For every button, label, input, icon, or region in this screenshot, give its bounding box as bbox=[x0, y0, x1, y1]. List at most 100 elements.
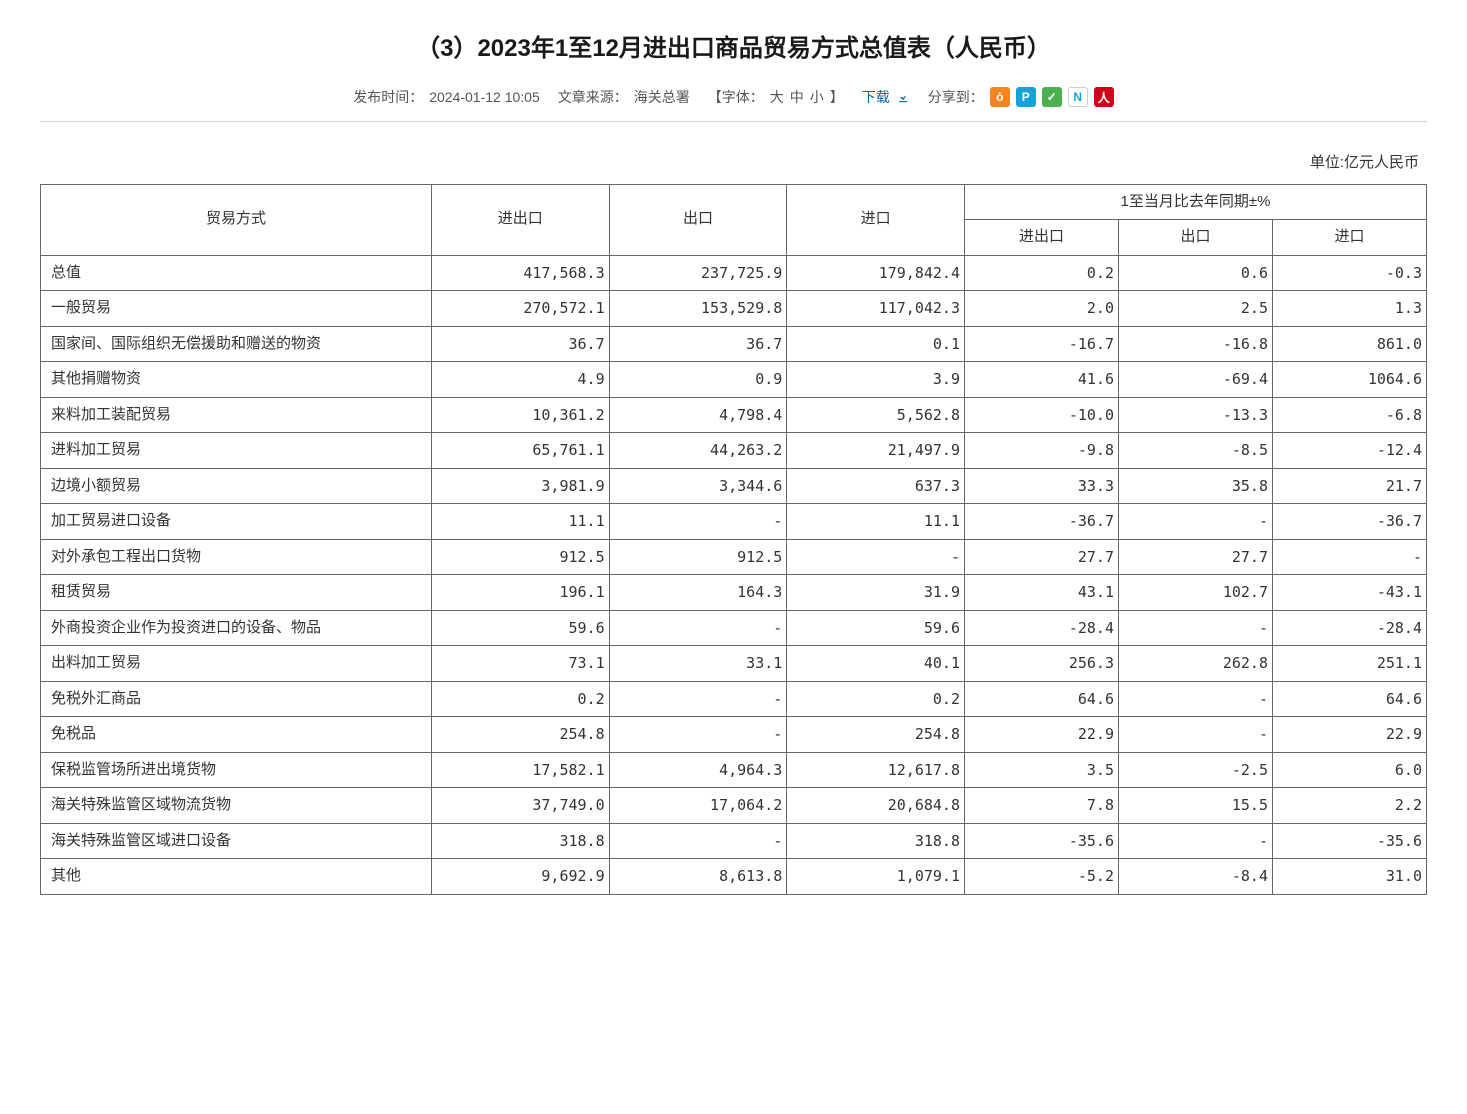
cell-out: - bbox=[609, 610, 787, 646]
cell-yoy-out: - bbox=[1118, 717, 1272, 753]
cell-label: 出料加工贸易 bbox=[41, 646, 432, 682]
cell-out: 4,798.4 bbox=[609, 397, 787, 433]
table-row: 海关特殊监管区域进口设备318.8-318.8-35.6--35.6 bbox=[41, 823, 1427, 859]
cell-yoy-inout: 22.9 bbox=[964, 717, 1118, 753]
cell-inout: 3,981.9 bbox=[431, 468, 609, 504]
table-row: 外商投资企业作为投资进口的设备、物品59.6-59.6-28.4--28.4 bbox=[41, 610, 1427, 646]
cell-yoy-inout: 64.6 bbox=[964, 681, 1118, 717]
unit-label: 单位:亿元人民币 bbox=[1307, 150, 1427, 176]
th-in: 进口 bbox=[787, 184, 965, 255]
wechat-icon[interactable]: ✓ bbox=[1042, 87, 1062, 107]
cell-yoy-out: -16.8 bbox=[1118, 326, 1272, 362]
cell-yoy-inout: 41.6 bbox=[964, 362, 1118, 398]
th-method: 贸易方式 bbox=[41, 184, 432, 255]
cell-out: - bbox=[609, 823, 787, 859]
cell-yoy-in: 1064.6 bbox=[1272, 362, 1426, 398]
source-value: 海关总署 bbox=[634, 87, 690, 107]
cell-yoy-inout: -35.6 bbox=[964, 823, 1118, 859]
cell-yoy-out: - bbox=[1118, 610, 1272, 646]
cell-out: 3,344.6 bbox=[609, 468, 787, 504]
cell-yoy-out: - bbox=[1118, 681, 1272, 717]
cell-in: - bbox=[787, 539, 965, 575]
cell-inout: 65,761.1 bbox=[431, 433, 609, 469]
cell-inout: 73.1 bbox=[431, 646, 609, 682]
cell-yoy-in: - bbox=[1272, 539, 1426, 575]
th-inout: 进出口 bbox=[431, 184, 609, 255]
cell-yoy-inout: 0.2 bbox=[964, 255, 1118, 291]
cell-in: 179,842.4 bbox=[787, 255, 965, 291]
cell-yoy-out: 262.8 bbox=[1118, 646, 1272, 682]
publish-time: 发布时间： 2024-01-12 10:05 bbox=[353, 87, 540, 107]
table-row: 进料加工贸易65,761.144,263.221,497.9-9.8-8.5-1… bbox=[41, 433, 1427, 469]
cell-inout: 10,361.2 bbox=[431, 397, 609, 433]
cell-inout: 912.5 bbox=[431, 539, 609, 575]
table-row: 租赁贸易196.1164.331.943.1102.7-43.1 bbox=[41, 575, 1427, 611]
cell-yoy-inout: -28.4 bbox=[964, 610, 1118, 646]
cell-yoy-inout: 33.3 bbox=[964, 468, 1118, 504]
font-size-control: 【字体： 大 中 小 】 bbox=[708, 87, 844, 107]
cell-yoy-in: -28.4 bbox=[1272, 610, 1426, 646]
cell-label: 一般贸易 bbox=[41, 291, 432, 327]
share-icons: o̊ P ✓ N人 bbox=[990, 87, 1114, 107]
cell-yoy-in: 861.0 bbox=[1272, 326, 1426, 362]
cell-yoy-in: 251.1 bbox=[1272, 646, 1426, 682]
cell-yoy-out: 15.5 bbox=[1118, 788, 1272, 824]
cell-yoy-out: 102.7 bbox=[1118, 575, 1272, 611]
cell-inout: 254.8 bbox=[431, 717, 609, 753]
pengyou-icon[interactable]: P bbox=[1016, 87, 1036, 107]
cell-inout: 36.7 bbox=[431, 326, 609, 362]
share-group: 分享到： o̊P✓N人 bbox=[928, 87, 1114, 107]
cell-out: - bbox=[609, 504, 787, 540]
cell-out: 33.1 bbox=[609, 646, 787, 682]
cell-label: 外商投资企业作为投资进口的设备、物品 bbox=[41, 610, 432, 646]
publish-label: 发布时间： bbox=[353, 87, 423, 107]
table-row: 一般贸易270,572.1153,529.8117,042.32.02.51.3 bbox=[41, 291, 1427, 327]
cell-label: 海关特殊监管区域进口设备 bbox=[41, 823, 432, 859]
fontsize-medium[interactable]: 中 bbox=[790, 87, 804, 107]
fontsize-large[interactable]: 大 bbox=[770, 87, 784, 107]
cell-out: 8,613.8 bbox=[609, 859, 787, 895]
cell-yoy-out: 27.7 bbox=[1118, 539, 1272, 575]
cell-out: 17,064.2 bbox=[609, 788, 787, 824]
cell-in: 318.8 bbox=[787, 823, 965, 859]
cell-inout: 0.2 bbox=[431, 681, 609, 717]
weibo-icon[interactable]: o̊ bbox=[990, 87, 1010, 107]
cell-inout: 9,692.9 bbox=[431, 859, 609, 895]
cell-in: 31.9 bbox=[787, 575, 965, 611]
table-row: 总值417,568.3237,725.9179,842.40.20.6-0.3 bbox=[41, 255, 1427, 291]
table-row: 出料加工贸易73.133.140.1256.3262.8251.1 bbox=[41, 646, 1427, 682]
cell-label: 保税监管场所进出境货物 bbox=[41, 752, 432, 788]
cell-inout: 270,572.1 bbox=[431, 291, 609, 327]
cell-label: 海关特殊监管区域物流货物 bbox=[41, 788, 432, 824]
cell-in: 5,562.8 bbox=[787, 397, 965, 433]
fontsize-prefix: 【字体： bbox=[708, 87, 764, 107]
cell-yoy-in: -43.1 bbox=[1272, 575, 1426, 611]
page-title: （3）2023年1至12月进出口商品贸易方式总值表（人民币） bbox=[40, 28, 1427, 63]
article-source: 文章来源： 海关总署 bbox=[558, 87, 690, 107]
cell-label: 来料加工装配贸易 bbox=[41, 397, 432, 433]
cell-inout: 37,749.0 bbox=[431, 788, 609, 824]
renmin-icon[interactable]: 人 bbox=[1094, 87, 1114, 107]
cell-yoy-out: -69.4 bbox=[1118, 362, 1272, 398]
cell-out: - bbox=[609, 717, 787, 753]
cell-yoy-out: - bbox=[1118, 504, 1272, 540]
cell-inout: 417,568.3 bbox=[431, 255, 609, 291]
download-label[interactable]: 下载 bbox=[862, 87, 890, 107]
cell-yoy-in: 6.0 bbox=[1272, 752, 1426, 788]
cell-label: 对外承包工程出口货物 bbox=[41, 539, 432, 575]
cell-out: - bbox=[609, 681, 787, 717]
cell-in: 12,617.8 bbox=[787, 752, 965, 788]
fontsize-small[interactable]: 小 bbox=[810, 87, 824, 107]
news-icon[interactable]: N bbox=[1068, 87, 1088, 107]
cell-out: 153,529.8 bbox=[609, 291, 787, 327]
meta-bar: 发布时间： 2024-01-12 10:05 文章来源： 海关总署 【字体： 大… bbox=[40, 87, 1427, 122]
th-yoy-inout: 进出口 bbox=[964, 220, 1118, 256]
cell-yoy-out: 0.6 bbox=[1118, 255, 1272, 291]
download-link[interactable]: 下载 bbox=[862, 87, 910, 107]
cell-label: 租赁贸易 bbox=[41, 575, 432, 611]
cell-yoy-inout: 43.1 bbox=[964, 575, 1118, 611]
cell-inout: 196.1 bbox=[431, 575, 609, 611]
cell-in: 20,684.8 bbox=[787, 788, 965, 824]
cell-yoy-in: -0.3 bbox=[1272, 255, 1426, 291]
cell-in: 637.3 bbox=[787, 468, 965, 504]
